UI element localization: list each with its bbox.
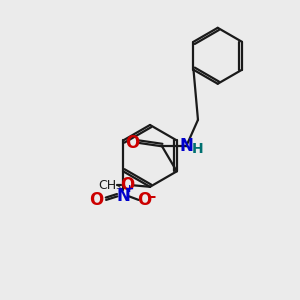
Text: N: N	[116, 188, 130, 206]
Text: CH₃: CH₃	[98, 179, 122, 192]
Text: O: O	[89, 191, 103, 209]
Text: N: N	[179, 137, 193, 155]
Text: +: +	[125, 184, 134, 194]
Text: H: H	[192, 142, 203, 156]
Text: -: -	[149, 189, 156, 204]
Text: O: O	[125, 134, 140, 152]
Text: O: O	[120, 176, 134, 194]
Text: O: O	[137, 191, 152, 209]
